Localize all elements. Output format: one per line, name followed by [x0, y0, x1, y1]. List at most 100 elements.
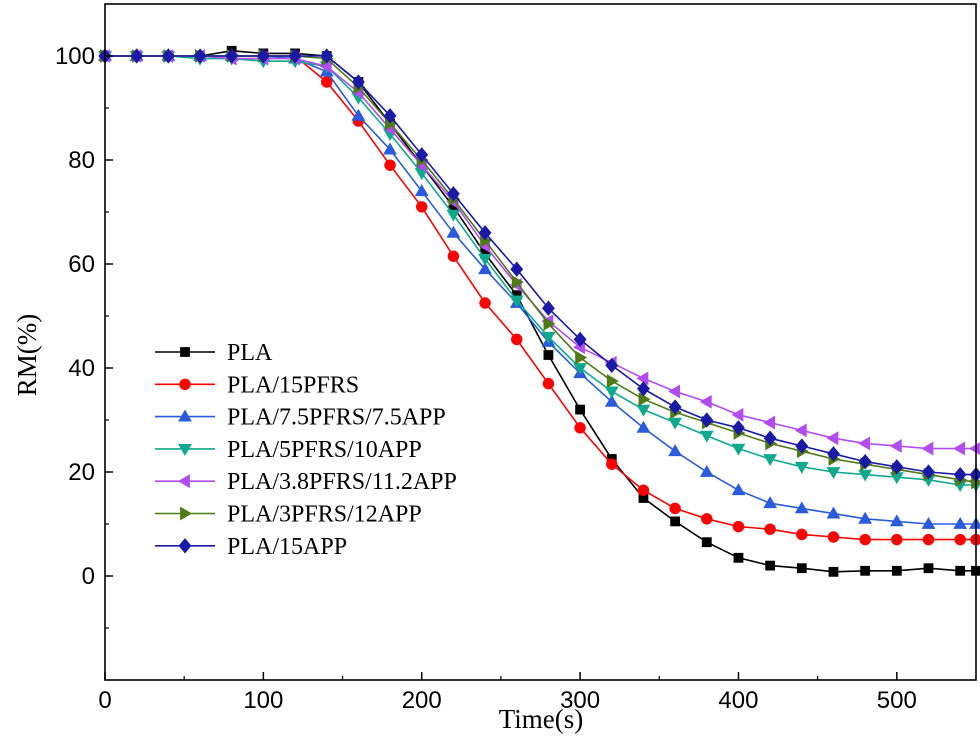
series-4-point — [794, 461, 809, 474]
series-7-point — [827, 446, 840, 462]
legend-label: PLA/5PFRS/10APP — [227, 437, 422, 463]
series-7-point — [415, 147, 429, 163]
series-3-point — [351, 108, 366, 121]
legend-swatch-marker — [177, 474, 190, 489]
series-2-point — [637, 484, 650, 496]
series-1-point — [575, 404, 585, 415]
series-2-point — [416, 201, 428, 213]
legend-label: PLA/15APP — [227, 534, 347, 560]
series-1-point — [891, 565, 902, 576]
series-3-point — [858, 511, 873, 524]
series-5-point — [889, 439, 902, 453]
series-5-point — [763, 415, 776, 430]
series-7-point — [256, 48, 270, 64]
series-2-point — [764, 523, 776, 535]
series-7-point — [478, 225, 492, 241]
series-2-point — [574, 422, 586, 434]
series-4-point — [541, 331, 556, 344]
legend-label: PLA/15PFRS — [227, 372, 359, 398]
series-3-point — [731, 483, 746, 496]
plot-frame — [104, 3, 977, 681]
series-7-point — [922, 464, 935, 480]
series-7-point — [288, 48, 302, 64]
series-5-point — [794, 423, 807, 438]
series-6-point — [511, 275, 524, 290]
series-4-point — [604, 386, 619, 399]
series-2-point — [954, 533, 966, 546]
series-2-point — [447, 250, 460, 262]
series-7-point — [700, 412, 714, 428]
series-7-point — [130, 48, 144, 64]
legend-swatch-marker — [178, 409, 192, 422]
legend-item-1: PLA — [155, 340, 273, 366]
series-2-point — [891, 533, 903, 546]
series-2-point — [922, 533, 935, 546]
legend-swatch-marker — [178, 538, 192, 554]
axes-layer: 0 100 200 300 400 500 0 20 40 60 80 100 — [55, 3, 977, 714]
series-7-point — [858, 453, 872, 470]
series-5-point — [858, 436, 871, 451]
series-3-point — [763, 496, 778, 509]
series-4-point — [763, 454, 778, 467]
series-7-point — [605, 357, 619, 374]
legend-label: PLA/7.5PFRS/7.5APP — [227, 405, 446, 431]
series-7-point — [383, 108, 397, 124]
series-1-point — [828, 566, 839, 577]
series-7-point — [225, 48, 239, 64]
series-3-point — [414, 184, 429, 197]
legend-swatch-marker — [180, 506, 193, 521]
legend-item-3: PLA/7.5PFRS/7.5APP — [155, 405, 446, 431]
series-6-point — [606, 374, 619, 388]
y-tick-label: 60 — [68, 251, 95, 278]
series-2-point — [732, 520, 745, 533]
series-5-point — [921, 441, 934, 456]
series-3-point — [668, 444, 683, 457]
series-7-point — [573, 331, 587, 348]
series-7-point — [953, 466, 967, 483]
legend-swatch-marker — [180, 347, 190, 357]
series-7-point — [351, 74, 365, 90]
series-6-point — [543, 316, 556, 331]
series-3-point — [826, 506, 841, 519]
x-tick-label: 400 — [718, 687, 758, 714]
series-3-point — [794, 501, 809, 514]
series-6-point — [638, 392, 651, 407]
series-7-point — [795, 438, 809, 454]
series-2-point — [606, 458, 618, 470]
series-7-point — [763, 430, 777, 446]
x-tick-label: 0 — [98, 687, 111, 714]
legend-item-6: PLA/3PFRS/12APP — [155, 502, 422, 528]
series-5-point — [731, 407, 744, 422]
series-7-point — [637, 381, 650, 397]
series-1-point — [670, 516, 681, 527]
series-4-point — [446, 209, 461, 222]
series-2-point — [859, 533, 871, 546]
y-tick-label: 100 — [55, 43, 95, 70]
series-3-point — [953, 516, 968, 529]
x-tick-label: 100 — [243, 687, 283, 714]
legend: PLA PLA/15PFRS PLA/7.5PFRS/7.5APP PLA/5PFRS… — [155, 340, 457, 560]
series-1-point — [955, 565, 966, 576]
series-1-point — [765, 560, 776, 571]
series-7-point — [193, 48, 207, 64]
legend-swatch-marker — [179, 378, 191, 391]
series-1-point — [796, 563, 807, 574]
series-4-point — [668, 417, 683, 430]
y-tick-label: 80 — [68, 147, 95, 174]
series-2-point — [479, 297, 491, 309]
series-2-point — [542, 377, 555, 390]
series-1-point — [733, 552, 744, 563]
series-3-point — [604, 394, 619, 407]
series-4-point — [826, 467, 841, 480]
series-2-point — [511, 333, 523, 346]
series-4-point — [858, 469, 873, 482]
series-4-point — [573, 363, 588, 376]
series-2-point — [669, 502, 681, 515]
series-5-point — [319, 59, 332, 74]
x-tick-label: 500 — [877, 687, 917, 714]
series-7-point — [541, 300, 555, 316]
series-2-point — [320, 76, 333, 88]
series-6-point — [575, 350, 588, 365]
legend-label: PLA — [227, 340, 273, 366]
series-7-point — [510, 261, 524, 277]
